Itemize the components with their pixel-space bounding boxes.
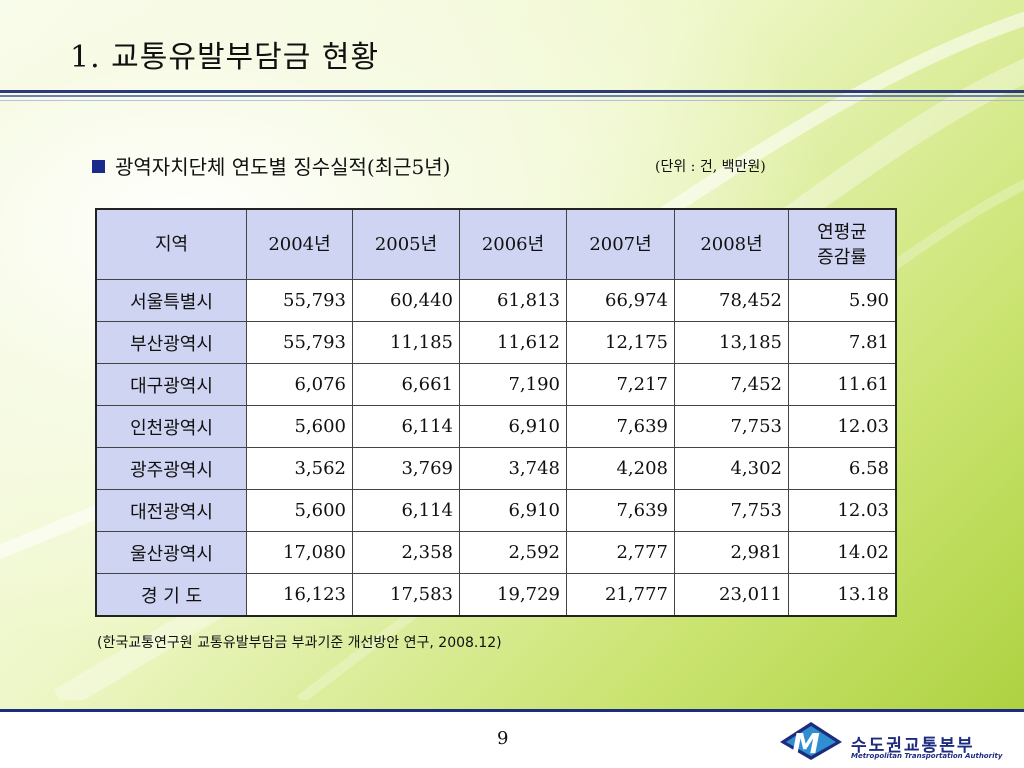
value-cell: 61,813 [459,279,567,322]
value-cell: 4,302 [674,447,789,490]
page-title: 1. 교통유발부담금 현황 [70,40,380,75]
collection-table: 지역 2004년 2005년 2006년 2007년 2008년 연평균 증감률 … [95,208,897,617]
region-cell: 대전광역시 [95,489,247,532]
square-bullet-icon [92,160,105,173]
column-header: 2004년 [246,208,353,280]
table-row: 대전광역시 5,600 6,114 6,910 7,639 7,753 12.03 [95,489,897,532]
source-note: (한국교통연구원 교통유발부담금 부과기준 개선방안 연구, 2008.12) [97,635,502,651]
value-cell: 6,076 [246,363,353,406]
value-cell: 7,639 [566,489,675,532]
column-header: 2007년 [566,208,675,280]
table-row: 부산광역시 55,793 11,185 11,612 12,175 13,185 7.81 [95,321,897,364]
table-body: 서울특별시 55,793 60,440 61,813 66,974 78,452 5.90 부… [95,279,897,617]
value-cell: 2,777 [566,531,675,574]
value-cell: 7,753 [674,405,789,448]
value-cell: 7,452 [674,363,789,406]
region-cell: 대구광역시 [95,363,247,406]
logo-name-ko: 수도권교통본부 [851,736,975,756]
value-cell: 4,208 [566,447,675,490]
table-header-row: 지역 2004년 2005년 2006년 2007년 2008년 연평균 증감률 [95,208,897,280]
value-cell: 19,729 [459,573,567,617]
value-cell: 12,175 [566,321,675,364]
value-cell: 6,910 [459,489,567,532]
value-cell: 14.02 [788,531,897,574]
value-cell: 7,190 [459,363,567,406]
section-heading: 광역자치단체 연도별 징수실적(최근5년) [92,151,450,180]
table-row: 광주광역시 3,562 3,769 3,748 4,208 4,302 6.58 [95,447,897,490]
value-cell: 60,440 [352,279,460,322]
value-cell: 11.61 [788,363,897,406]
svg-text:M: M [792,727,820,760]
value-cell: 17,080 [246,531,353,574]
region-cell: 경 기 도 [95,573,247,617]
table-row: 인천광역시 5,600 6,114 6,910 7,639 7,753 12.03 [95,405,897,448]
value-cell: 3,769 [352,447,460,490]
value-cell: 13.18 [788,573,897,617]
logo-name-en: Metropolitan Transportation Authority [851,752,1003,760]
value-cell: 3,562 [246,447,353,490]
value-cell: 16,123 [246,573,353,617]
column-header: 2006년 [459,208,567,280]
footer-rule [0,709,1024,712]
value-cell: 11,185 [352,321,460,364]
value-cell: 11,612 [459,321,567,364]
value-cell: 5.90 [788,279,897,322]
value-cell: 12.03 [788,489,897,532]
column-header: 2005년 [352,208,460,280]
value-cell: 7,639 [566,405,675,448]
mta-logo-icon: M [780,722,842,760]
region-cell: 광주광역시 [95,447,247,490]
value-cell: 6,661 [352,363,460,406]
region-cell: 인천광역시 [95,405,247,448]
section-heading-text: 광역자치단체 연도별 징수실적(최근5년) [115,155,451,179]
title-rule-shadow [0,100,1024,101]
value-cell: 2,981 [674,531,789,574]
value-cell: 3,748 [459,447,567,490]
value-cell: 5,600 [246,405,353,448]
value-cell: 2,358 [352,531,460,574]
column-header: 2008년 [674,208,789,280]
value-cell: 6,114 [352,489,460,532]
column-header: 연평균 증감률 [788,208,897,280]
value-cell: 6.58 [788,447,897,490]
region-cell: 부산광역시 [95,321,247,364]
table-row: 울산광역시 17,080 2,358 2,592 2,777 2,981 14.02 [95,531,897,574]
value-cell: 6,910 [459,405,567,448]
region-cell: 울산광역시 [95,531,247,574]
value-cell: 12.03 [788,405,897,448]
page-number: 9 [497,728,509,749]
value-cell: 6,114 [352,405,460,448]
value-cell: 55,793 [246,321,353,364]
value-cell: 7.81 [788,321,897,364]
table-row: 대구광역시 6,076 6,661 7,190 7,217 7,452 11.61 [95,363,897,406]
value-cell: 5,600 [246,489,353,532]
value-cell: 7,217 [566,363,675,406]
value-cell: 13,185 [674,321,789,364]
table-row: 서울특별시 55,793 60,440 61,813 66,974 78,452 5.90 [95,279,897,322]
value-cell: 78,452 [674,279,789,322]
title-rule-secondary [0,95,1024,97]
value-cell: 23,011 [674,573,789,617]
unit-note: (단위 : 건, 백만원) [655,159,766,175]
footer [0,712,1024,768]
title-rule [0,90,1024,93]
value-cell: 21,777 [566,573,675,617]
region-cell: 서울특별시 [95,279,247,322]
table-row: 경 기 도 16,123 17,583 19,729 21,777 23,011 13.18 [95,573,897,617]
value-cell: 2,592 [459,531,567,574]
value-cell: 66,974 [566,279,675,322]
value-cell: 7,753 [674,489,789,532]
value-cell: 17,583 [352,573,460,617]
column-header: 지역 [95,208,247,280]
value-cell: 55,793 [246,279,353,322]
